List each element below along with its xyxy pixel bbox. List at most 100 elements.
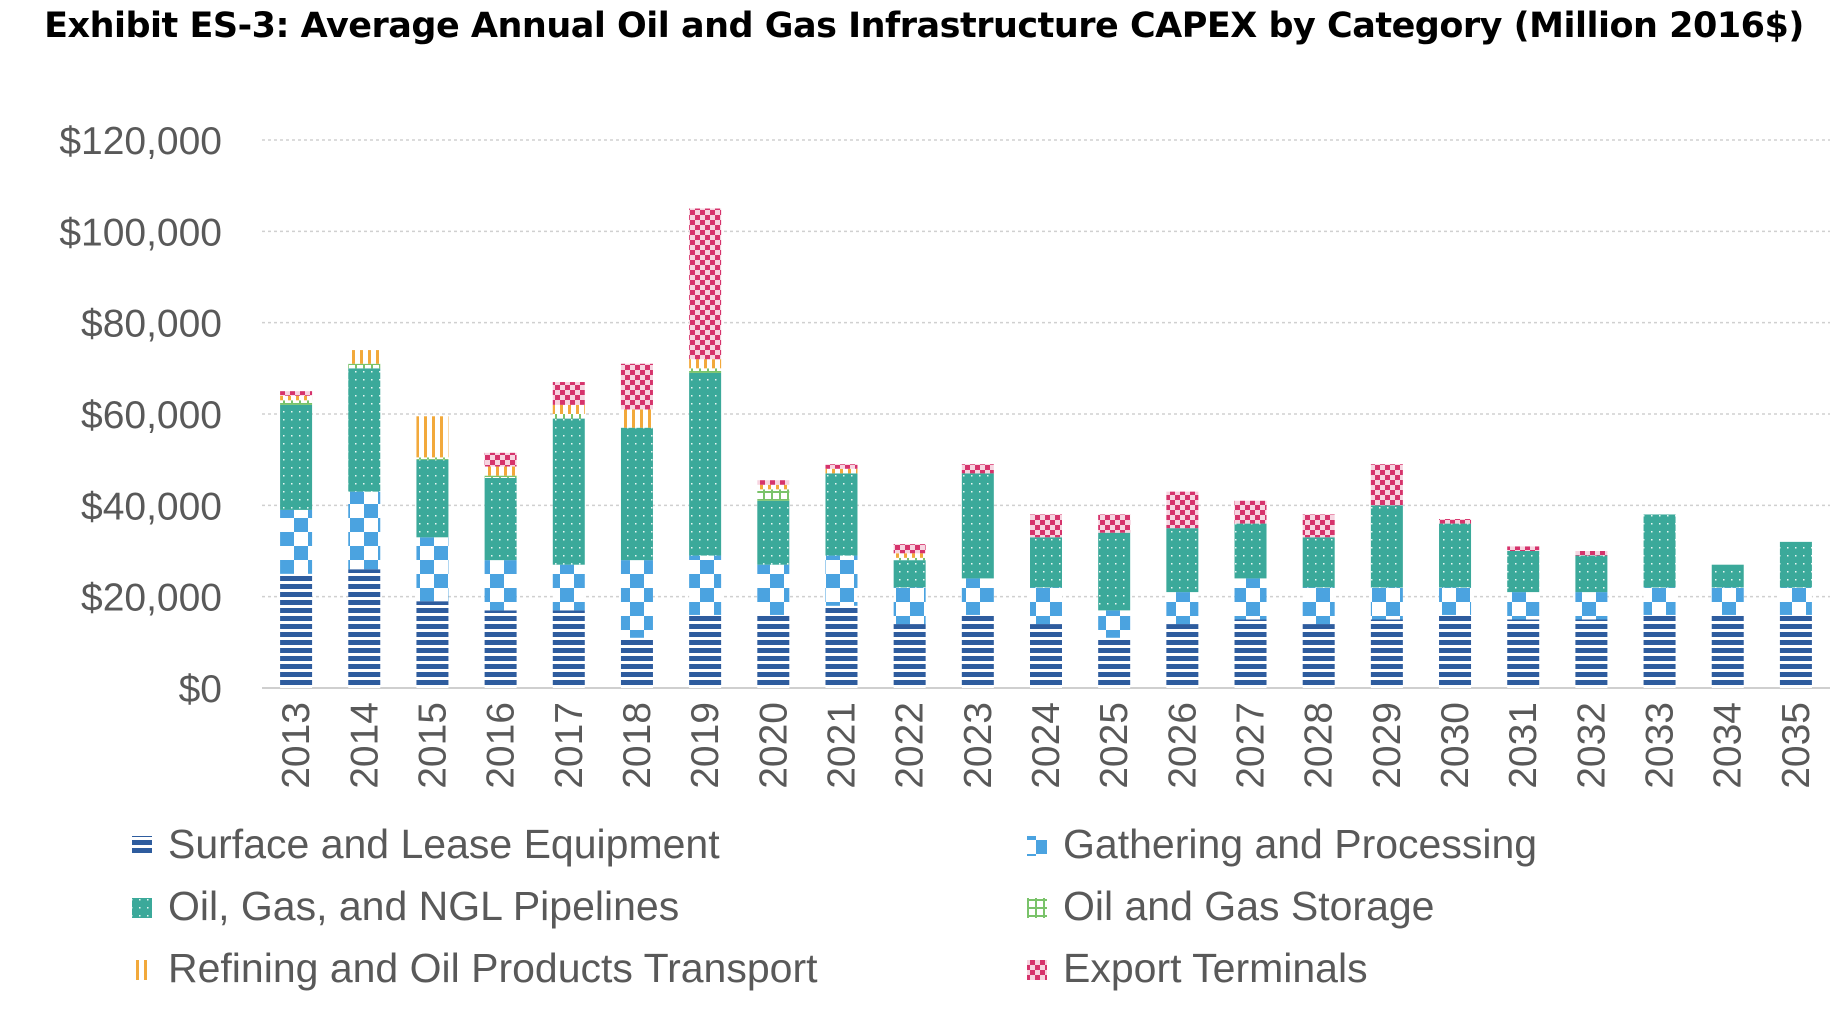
bar-segment	[1030, 537, 1062, 588]
bar-segment	[893, 557, 926, 561]
bar-segment	[689, 555, 722, 615]
bar-segment	[552, 418, 585, 565]
bar-segment	[1507, 619, 1540, 688]
bar-segment	[893, 553, 926, 558]
chart-title: Exhibit ES-3: Average Annual Oil and Gas…	[44, 6, 1804, 46]
x-tick-label: 2016	[480, 702, 523, 789]
bar-segment	[757, 484, 790, 490]
bar-segment	[1643, 614, 1676, 688]
bar-segment	[1234, 619, 1267, 688]
bar-segment	[757, 500, 790, 565]
bar-segment	[1030, 514, 1062, 538]
legend-item: Refining and Oil Products Transport	[132, 945, 818, 991]
bar-segment	[416, 537, 449, 602]
bar-segment	[757, 614, 790, 688]
bar-segment	[1711, 564, 1744, 588]
legend-item: Export Terminals	[1027, 945, 1368, 991]
bar-segment	[1234, 578, 1267, 620]
bar-segment	[1575, 555, 1608, 593]
legend-swatch	[132, 836, 152, 856]
bar-segment	[825, 473, 858, 556]
bar-segment	[1779, 587, 1812, 615]
bar-segment	[1030, 624, 1062, 688]
bar-segment	[620, 637, 653, 688]
bar-segment	[552, 564, 585, 611]
bar-segment	[280, 404, 313, 510]
y-tick-label: $60,000	[81, 394, 222, 437]
bar-segment	[1030, 587, 1062, 625]
bar-segment	[552, 404, 585, 414]
bar-segment	[1575, 619, 1608, 688]
bar-segment	[689, 614, 722, 688]
bar-segment	[620, 363, 653, 410]
bar-segment	[1779, 541, 1812, 588]
bar-segment	[1711, 614, 1744, 688]
bar-segment	[620, 409, 653, 428]
bar-segment	[1166, 491, 1199, 529]
bar-segment	[689, 368, 722, 373]
x-tick-label: 2019	[684, 702, 727, 789]
bar-segment	[1643, 514, 1676, 588]
bar-segment	[552, 610, 585, 688]
bar-segment	[416, 457, 449, 460]
bar-segment	[484, 475, 517, 478]
legend-label: Oil, Gas, and NGL Pipelines	[168, 883, 679, 929]
x-tick-label: 2021	[820, 702, 863, 789]
bar-segment	[280, 395, 313, 401]
y-tick-label: $20,000	[81, 577, 222, 620]
x-tick-label: 2020	[752, 702, 795, 789]
y-tick-label: $120,000	[59, 120, 222, 163]
x-tick-label: 2024	[1025, 702, 1068, 789]
bar-segment	[1166, 592, 1199, 625]
y-axis-ticks: $0 $20,000 $40,000 $60,000 $80,000 $100,000 $1…	[59, 120, 222, 711]
bar-segment	[825, 605, 858, 688]
bar-segment	[416, 416, 449, 458]
x-tick-label: 2034	[1707, 702, 1750, 789]
bar-segment	[1166, 528, 1199, 593]
bar-segment	[348, 491, 381, 570]
x-tick-label: 2018	[616, 702, 659, 789]
y-tick-label: $40,000	[81, 485, 222, 528]
bar-segment	[1098, 637, 1131, 688]
legend-swatch	[132, 960, 152, 980]
x-tick-label: 2032	[1570, 702, 1613, 789]
bar-segment	[961, 473, 994, 579]
bar-segment	[280, 509, 313, 574]
bar-segment	[1234, 523, 1267, 579]
bar-segment	[1439, 614, 1472, 688]
bar-segment	[552, 382, 585, 405]
bar-segment	[348, 363, 381, 369]
legend-swatch	[1027, 836, 1047, 856]
bar-segment	[825, 555, 858, 606]
bar-segment	[348, 368, 381, 492]
x-tick-label: 2031	[1502, 702, 1545, 789]
x-tick-label: 2014	[343, 702, 386, 789]
bar-segment	[893, 560, 926, 588]
bar-segment	[1439, 523, 1472, 588]
bar-segment	[689, 359, 722, 369]
legend-label: Oil and Gas Storage	[1063, 883, 1434, 929]
x-tick-label: 2023	[957, 702, 1000, 789]
bar-segment	[484, 452, 517, 467]
legend-item: Oil and Gas Storage	[1027, 883, 1434, 929]
bar-segment	[484, 560, 517, 611]
x-tick-label: 2013	[275, 702, 318, 789]
bar-segment	[552, 414, 585, 419]
bar-segment	[1507, 546, 1540, 551]
bar-segment	[825, 468, 858, 474]
bar-segment	[1098, 514, 1131, 533]
bar-segment	[280, 391, 313, 396]
bar-segment	[689, 208, 722, 360]
x-tick-label: 2033	[1639, 702, 1682, 789]
bar-segment	[1098, 610, 1131, 638]
x-tick-label: 2025	[1093, 702, 1136, 789]
bar-segment	[689, 372, 722, 556]
legend-swatch	[132, 898, 152, 918]
legend-label: Export Terminals	[1063, 945, 1368, 991]
legend-swatch	[1027, 960, 1047, 980]
legend: Surface and Lease Equipment Gathering and…	[132, 821, 1537, 991]
x-tick-label: 2030	[1434, 702, 1477, 789]
x-axis-ticks: 2013 2014 2015 2016 2017 2018 2019 2020 2021 2022…	[275, 702, 1818, 789]
bar-segment	[484, 466, 517, 476]
